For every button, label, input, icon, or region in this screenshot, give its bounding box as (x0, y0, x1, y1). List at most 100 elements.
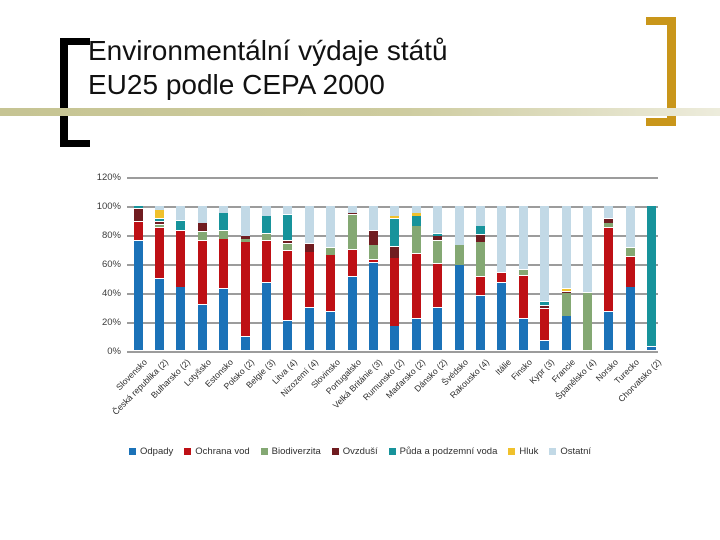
gridline-120% (127, 177, 658, 179)
bar-segment (154, 206, 164, 210)
legend-swatch-icon (128, 448, 136, 455)
bar-segment (368, 262, 378, 351)
bar-segment (219, 288, 229, 351)
bar-segment (540, 308, 550, 341)
bar-segment (433, 236, 443, 241)
bar-segment (176, 287, 186, 351)
legend-swatch-icon (260, 448, 268, 455)
bar-segment (176, 206, 186, 220)
bar-segment (604, 223, 614, 228)
bar-segment (347, 249, 357, 277)
bar-segment (433, 240, 443, 264)
bar-segment (390, 206, 400, 216)
bar-segment (518, 275, 528, 319)
legend-swatch-icon (388, 448, 396, 455)
bar-segment (561, 293, 571, 316)
legend-item: Odpady (128, 446, 174, 457)
bar-segment (347, 214, 357, 249)
bar-segment (540, 306, 550, 309)
y-axis-tick-label: 100% (96, 201, 121, 212)
bar-segment (240, 206, 250, 236)
bar-segment (540, 301, 550, 306)
bar-segment (304, 243, 314, 252)
bar-segment (411, 216, 421, 226)
legend-label: Ostatní (560, 446, 591, 457)
bar-segment (283, 206, 293, 215)
legend-item: Ovzduší (331, 446, 378, 457)
bar-segment (261, 216, 271, 233)
legend-label: Odpady (139, 446, 174, 457)
bar-segment (625, 256, 635, 287)
bar-segment (326, 255, 336, 312)
y-axis-tick-label: 80% (101, 230, 121, 241)
bar-segment (497, 206, 507, 273)
bar-segment (647, 206, 657, 347)
bar-segment (197, 304, 207, 351)
bar-segment (261, 233, 271, 241)
bar-segment (133, 221, 143, 241)
bar-segment (454, 265, 464, 351)
bar-segment (283, 243, 293, 251)
bar-segment (475, 235, 485, 242)
bar-segment (454, 206, 464, 245)
bar-segment (240, 242, 250, 336)
bar-segment (240, 336, 250, 351)
bar-segment (411, 206, 421, 213)
bar-segment (625, 248, 635, 257)
bar-segment (368, 230, 378, 245)
bar-segment (561, 316, 571, 351)
bar-segment (176, 230, 186, 287)
bar-segment (475, 242, 485, 277)
bar-segment (326, 206, 336, 248)
bar-segment (133, 206, 143, 209)
legend-swatch-icon (184, 448, 192, 455)
bar-segment (326, 248, 336, 255)
bar-segment (219, 239, 229, 289)
bar-segment (304, 206, 314, 244)
bar-segment (368, 206, 378, 231)
bar-segment (604, 206, 614, 219)
bar-segment (326, 311, 336, 351)
legend-item: Biodiverzita (260, 446, 321, 457)
bar-segment (540, 206, 550, 302)
bar-segment (133, 208, 143, 222)
bar-segment (390, 219, 400, 246)
bar-segment (475, 277, 485, 296)
y-axis-tick-label: 120% (96, 172, 121, 183)
legend-swatch-icon (508, 448, 516, 455)
bar-segment (604, 311, 614, 351)
bar-segment (154, 219, 164, 222)
bar-segment (176, 220, 186, 231)
bar-segment (368, 245, 378, 260)
bar-segment (433, 206, 443, 233)
title-right-bracket-decoration (646, 17, 676, 126)
bar-segment (475, 295, 485, 351)
bar-segment (154, 278, 164, 351)
bar-segment (347, 206, 357, 213)
bar-segment (219, 230, 229, 239)
bar-segment (197, 240, 207, 304)
bar-segment (625, 206, 635, 248)
bar-segment (304, 307, 314, 351)
bar-segment (454, 245, 464, 265)
bar-segment (261, 282, 271, 351)
legend-label: Ovzduší (342, 446, 378, 457)
legend-swatch-icon (549, 448, 557, 455)
bar-segment (347, 277, 357, 351)
legend-item: Ostatní (549, 446, 591, 457)
bar-segment (283, 240, 293, 244)
bar-segment (283, 214, 293, 241)
bar-segment (561, 206, 571, 289)
bar-segment (561, 291, 571, 293)
legend-swatch-icon (331, 448, 339, 455)
chart-legend: Odpady Ochrana vod Biodiverzita Ovzduší Půda… (0, 446, 720, 457)
bar-segment (304, 252, 314, 307)
title-left-bracket-decoration (60, 38, 90, 147)
bar-segment (411, 253, 421, 319)
bar-segment (647, 346, 657, 351)
bar-segment (154, 224, 164, 228)
bar-segment (368, 259, 378, 262)
bar-segment (518, 319, 528, 351)
legend-item: Ochrana vod (184, 446, 250, 457)
